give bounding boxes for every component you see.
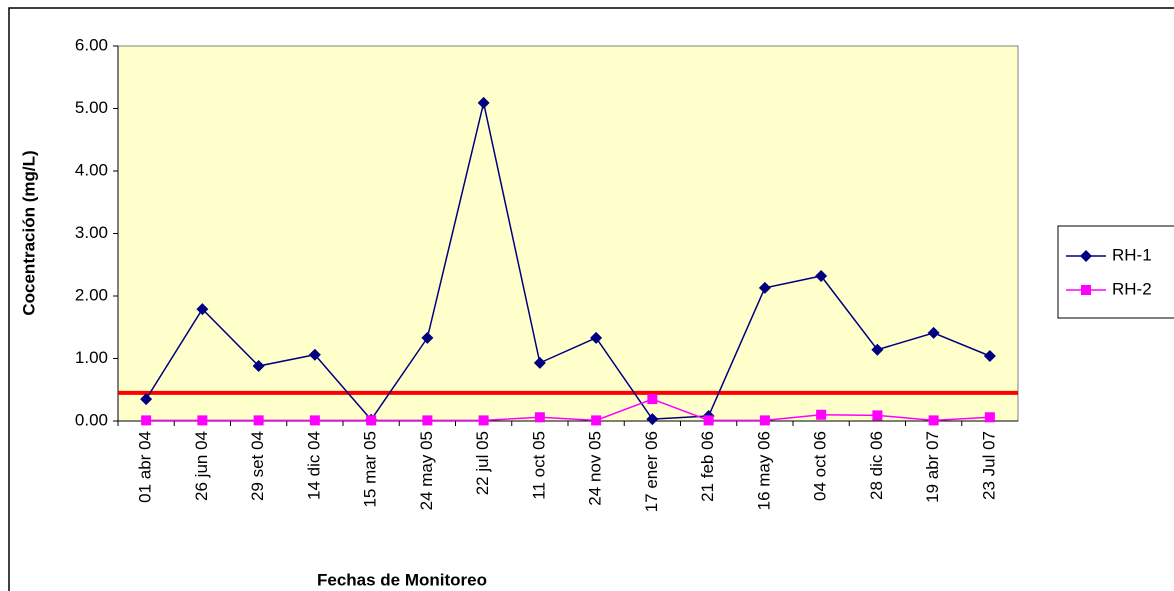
data-point <box>197 415 208 426</box>
x-tick-label: 24 nov 05 <box>586 431 605 506</box>
x-tick-label: 01 abr 04 <box>136 431 155 503</box>
legend-label: RH-1 <box>1112 245 1152 264</box>
x-tick-label: 11 oct 05 <box>529 431 548 500</box>
data-point <box>478 415 489 426</box>
data-point <box>646 413 659 426</box>
data-point <box>983 350 996 362</box>
data-point <box>703 415 714 426</box>
legend-marker <box>1081 285 1091 295</box>
y-tick-label: 5.00 <box>75 98 108 117</box>
x-tick-label: 15 mar 05 <box>361 431 380 508</box>
x-tick-label: 14 dic 04 <box>304 431 323 500</box>
y-axis-title: Cocentración (mg/L) <box>19 150 38 315</box>
data-point <box>308 348 321 361</box>
y-tick-label: 1.00 <box>75 348 108 367</box>
data-point <box>422 415 433 426</box>
legend-label: RH-2 <box>1112 279 1152 298</box>
x-tick-label: 22 jul 05 <box>473 431 492 495</box>
data-point <box>590 331 603 344</box>
x-tick-label: 29 set 04 <box>248 431 267 501</box>
x-tick-label: 17 ener 06 <box>642 431 661 512</box>
y-tick-label: 2.00 <box>75 285 108 304</box>
data-point <box>871 343 884 356</box>
data-point <box>421 331 434 344</box>
data-point <box>534 412 545 423</box>
series-line <box>146 398 990 422</box>
x-tick-label: 23 Jul 07 <box>979 431 998 500</box>
data-point <box>984 412 995 423</box>
legend <box>1057 225 1174 319</box>
data-point <box>253 415 264 426</box>
x-axis-title: Fechas de Monitoreo <box>317 570 487 589</box>
data-point <box>252 360 265 372</box>
data-point <box>816 409 827 420</box>
x-tick-label: 19 abr 07 <box>923 431 942 503</box>
data-point <box>140 393 153 406</box>
data-point <box>759 415 770 426</box>
x-tick-label: 26 jun 04 <box>192 431 211 501</box>
data-point <box>309 415 320 426</box>
legend-marker <box>1080 250 1092 262</box>
data-point <box>533 356 546 369</box>
x-tick-label: 24 may 05 <box>417 431 436 510</box>
x-tick-label: 16 may 06 <box>754 431 773 510</box>
data-point <box>141 415 152 426</box>
y-tick-label: 6.00 <box>75 35 108 54</box>
x-tick-label: 21 feb 06 <box>698 431 717 502</box>
data-point <box>366 415 377 426</box>
data-point <box>591 415 602 426</box>
data-point <box>927 326 940 339</box>
data-point <box>815 270 828 282</box>
y-tick-label: 4.00 <box>75 160 108 179</box>
data-point <box>872 410 883 421</box>
y-tick-label: 3.00 <box>75 223 108 242</box>
data-point <box>647 394 658 405</box>
x-tick-label: 04 oct 06 <box>811 431 830 501</box>
data-point <box>758 281 771 294</box>
y-tick-label: 0.00 <box>75 410 108 429</box>
data-point <box>928 415 939 426</box>
x-tick-label: 28 dic 06 <box>867 431 886 500</box>
data-point <box>477 96 490 109</box>
plot-area <box>117 45 1019 422</box>
series-line <box>145 102 991 421</box>
data-point <box>196 303 209 316</box>
